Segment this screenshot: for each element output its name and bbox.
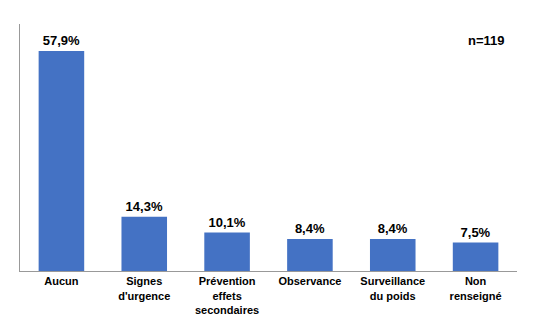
svg-text:10,1%: 10,1% [208,215,245,230]
svg-text:Surveillancedu poids: Surveillancedu poids [360,275,425,301]
svg-text:Nonrenseigné: Nonrenseigné [450,275,502,301]
svg-text:Observance: Observance [278,275,341,287]
svg-text:Signesd'urgence: Signesd'urgence [118,275,170,301]
svg-text:7,5%: 7,5% [461,225,491,240]
svg-text:n=119: n=119 [468,33,505,48]
svg-text:14,3%: 14,3% [126,199,163,214]
svg-text:Aucun: Aucun [44,275,79,287]
svg-text:8,4%: 8,4% [378,221,408,236]
svg-text:Préventioneffetssecondaires: Préventioneffetssecondaires [195,275,259,316]
svg-text:57,9%: 57,9% [43,33,80,48]
svg-text:8,4%: 8,4% [295,221,325,236]
